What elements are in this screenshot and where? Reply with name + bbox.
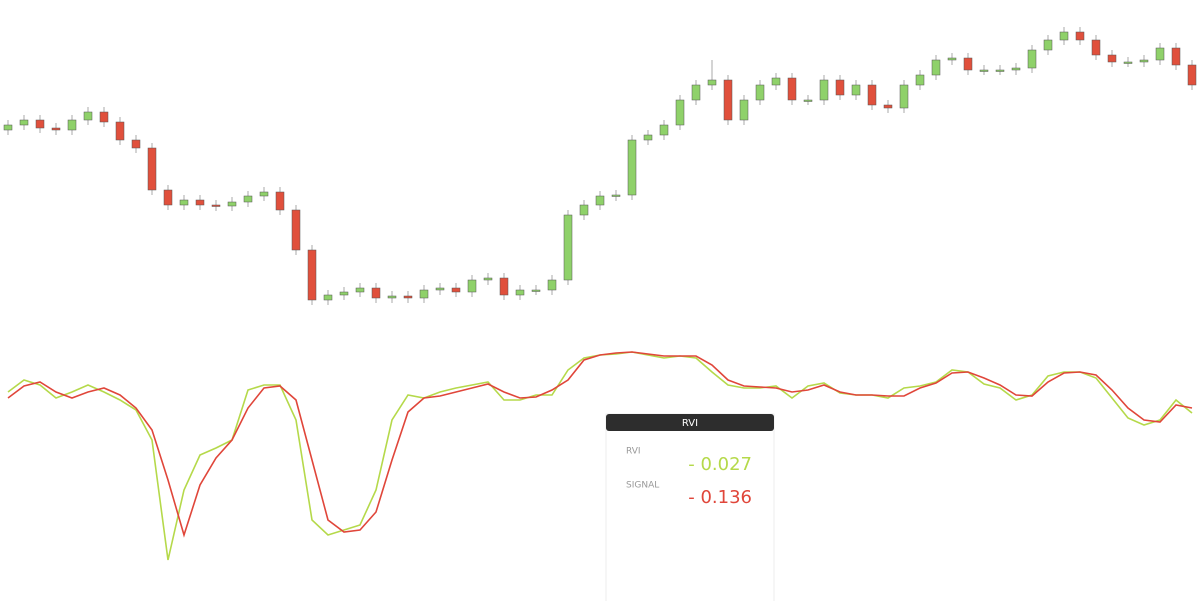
candle-body — [531, 289, 541, 292]
candle-body — [771, 77, 781, 86]
candle-body — [211, 204, 221, 207]
candle-body — [515, 289, 525, 296]
candle-body — [787, 77, 797, 101]
candle-body — [931, 59, 941, 76]
candle-body — [291, 209, 301, 251]
candle-body — [803, 99, 813, 102]
candle-body — [451, 287, 461, 293]
candle-body — [547, 279, 557, 291]
candle-body — [1171, 47, 1181, 66]
candle-body — [179, 199, 189, 206]
candle-body — [307, 249, 317, 301]
candle-body — [499, 277, 509, 296]
candle-body — [659, 124, 669, 136]
tooltip-label: SIGNAL — [626, 481, 659, 491]
candle-body — [691, 84, 701, 101]
candle-body — [99, 111, 109, 123]
candle-body — [227, 201, 237, 207]
candle-body — [3, 124, 13, 131]
candle-body — [35, 119, 45, 129]
candle-body — [467, 279, 477, 293]
candle-body — [947, 57, 957, 61]
candle-body — [1123, 61, 1133, 64]
candle-body — [883, 104, 893, 109]
candle-body — [1059, 31, 1069, 41]
candle-body — [835, 79, 845, 96]
candle-body — [643, 134, 653, 141]
candle-body — [963, 57, 973, 71]
tooltip: RVI RVI - 0.027 SIGNAL - 0.136 — [605, 413, 775, 601]
candle-body — [899, 84, 909, 109]
tooltip-value: - 0.136 — [688, 487, 752, 508]
candle-body — [51, 127, 61, 131]
candle-body — [403, 295, 413, 299]
candle-body — [131, 139, 141, 149]
candle-body — [483, 277, 493, 281]
candle-body — [1155, 47, 1165, 61]
tooltip-header — [606, 414, 774, 431]
candle-body — [163, 189, 173, 206]
candle-body — [1139, 59, 1149, 63]
candle-body — [195, 199, 205, 206]
tooltip-label: RVI — [626, 447, 641, 457]
candle-body — [1011, 67, 1021, 71]
tooltip-value: - 0.027 — [688, 454, 752, 475]
candle-body — [147, 147, 157, 191]
candle-body — [675, 99, 685, 126]
candle-body — [259, 191, 269, 197]
candle-body — [915, 74, 925, 86]
candle-body — [435, 287, 445, 291]
candle-body — [851, 84, 861, 96]
candle-body — [355, 287, 365, 293]
candle-body — [563, 214, 573, 281]
candle-body — [627, 139, 637, 196]
tooltip-title: RVI — [682, 418, 698, 429]
candle-body — [755, 84, 765, 101]
candle-body — [707, 79, 717, 86]
candle-body — [1107, 54, 1117, 63]
candle-body — [819, 79, 829, 101]
candle-body — [339, 291, 349, 296]
candle-body — [595, 195, 605, 206]
candle-body — [67, 119, 77, 131]
candle-body — [83, 111, 93, 121]
candle-body — [611, 194, 621, 197]
candle-body — [1075, 31, 1085, 41]
candle-body — [115, 121, 125, 141]
candle-body — [387, 295, 397, 299]
candle-body — [995, 69, 1005, 72]
candle-body — [1027, 49, 1037, 69]
candle-body — [1043, 39, 1053, 51]
candle-body — [419, 289, 429, 299]
tooltip-box — [605, 413, 775, 601]
indicator-line — [7, 351, 1193, 538]
candle-body — [19, 119, 29, 126]
candle-body — [979, 69, 989, 72]
candle-body — [371, 287, 381, 299]
candle-body — [1187, 64, 1197, 86]
candle-body — [243, 195, 253, 203]
candle-body — [867, 84, 877, 106]
candle-body — [323, 294, 333, 301]
candle-body — [1091, 39, 1101, 56]
candle-body — [579, 204, 589, 216]
candle-body — [275, 191, 285, 211]
candle-body — [723, 79, 733, 121]
candle-body — [739, 99, 749, 121]
